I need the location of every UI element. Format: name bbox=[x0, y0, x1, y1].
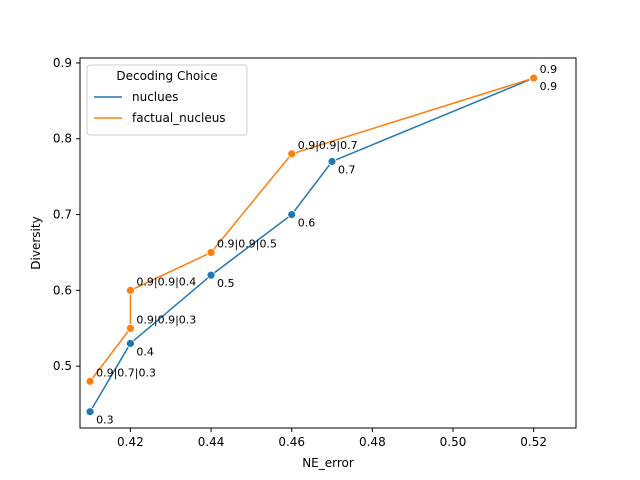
point-label-nuclues: 0.9 bbox=[540, 80, 558, 93]
data-point-factual-nucleus bbox=[287, 149, 297, 159]
y-axis-ticks: 0.5 0.6 0.7 0.8 0.9 bbox=[53, 56, 80, 373]
x-axis-label: NE_error bbox=[302, 456, 354, 470]
point-label-nuclues: 0.3 bbox=[96, 414, 114, 427]
x-tick-label: 0.50 bbox=[440, 435, 467, 449]
legend-box bbox=[86, 64, 248, 136]
point-label-factual-nucleus: 0.9|0.7|0.3 bbox=[96, 366, 156, 379]
x-tick-label: 0.52 bbox=[520, 435, 547, 449]
data-point-nuclues bbox=[85, 407, 95, 417]
legend-label-nuclues: nuclues bbox=[132, 90, 178, 104]
point-label-factual-nucleus: 0.9|0.9|0.3 bbox=[136, 313, 196, 326]
data-point-factual-nucleus bbox=[206, 248, 216, 257]
y-tick-label: 0.6 bbox=[53, 283, 72, 297]
y-tick-label: 0.5 bbox=[53, 359, 72, 373]
point-label-nuclues: 0.5 bbox=[217, 277, 235, 290]
series-line-nuclues bbox=[89, 77, 534, 413]
data-point-factual-nucleus bbox=[529, 73, 539, 83]
point-labels: 0.3 0.4 0.5 0.6 0.7 0.9 0.9|0.7|0.3 0.9|0.9|0.3… bbox=[96, 63, 557, 427]
data-point-nuclues bbox=[287, 210, 297, 219]
legend-label-factual-nucleus: factual_nucleus bbox=[132, 111, 226, 125]
data-point-nuclues bbox=[126, 339, 135, 348]
x-tick-label: 0.44 bbox=[198, 435, 225, 449]
y-tick-label: 0.8 bbox=[53, 132, 72, 146]
x-axis-ticks: 0.42 0.44 0.46 0.48 0.50 0.52 bbox=[117, 428, 547, 449]
point-label-nuclues: 0.7 bbox=[338, 163, 356, 176]
point-label-factual-nucleus: 0.9|0.9|0.7 bbox=[298, 139, 358, 152]
data-point-nuclues bbox=[327, 157, 337, 166]
x-tick-label: 0.48 bbox=[359, 435, 386, 449]
legend-title: Decoding Choice bbox=[116, 69, 217, 83]
series-line-factual-nucleus bbox=[89, 77, 534, 382]
point-label-factual-nucleus: 0.9|0.9|0.5 bbox=[217, 237, 277, 250]
data-point-factual-nucleus bbox=[126, 323, 135, 333]
data-point-factual-nucleus bbox=[126, 285, 135, 295]
y-tick-label: 0.7 bbox=[53, 208, 72, 222]
x-tick-label: 0.46 bbox=[278, 435, 305, 449]
series-layer bbox=[85, 73, 539, 417]
x-tick-label: 0.42 bbox=[117, 435, 144, 449]
point-label-nuclues: 0.4 bbox=[136, 345, 154, 358]
point-label-factual-nucleus: 0.9 bbox=[540, 63, 558, 76]
point-label-factual-nucleus: 0.9|0.9|0.4 bbox=[136, 275, 196, 288]
data-point-factual-nucleus bbox=[85, 376, 95, 386]
y-tick-label: 0.9 bbox=[53, 56, 72, 70]
plot-frame bbox=[79, 57, 577, 429]
data-point-nuclues bbox=[206, 270, 216, 280]
point-label-nuclues: 0.6 bbox=[298, 217, 316, 230]
legend: Decoding Choice nuclues factual_nucleus bbox=[86, 64, 248, 136]
y-axis-label: Diversity bbox=[29, 216, 43, 269]
